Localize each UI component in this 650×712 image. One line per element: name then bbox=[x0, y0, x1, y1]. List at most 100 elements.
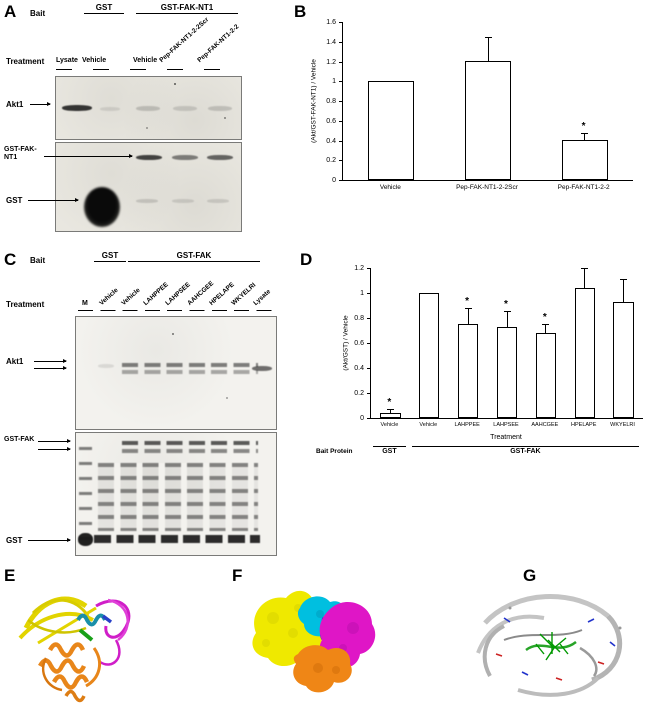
band-label-gst-fak: GST-FAK bbox=[4, 436, 35, 443]
error-bar bbox=[581, 132, 589, 140]
significance-asterisk: * bbox=[504, 298, 508, 310]
bar-Pep-FAK-NT1-2-2Scr bbox=[465, 60, 511, 180]
error-bar-cap bbox=[542, 324, 550, 326]
protein-band bbox=[100, 107, 120, 111]
band-label-akt1: Akt1 bbox=[6, 100, 24, 109]
protein-band bbox=[252, 366, 272, 371]
y-tick-label: 0.4 bbox=[326, 137, 336, 145]
arrow-right-icon bbox=[28, 537, 71, 542]
gray-ribbons bbox=[476, 594, 623, 697]
y-tick: 0 bbox=[360, 415, 371, 422]
bait-group-gst: GST bbox=[94, 251, 126, 262]
error-bar bbox=[484, 36, 492, 61]
y-tick: 0.4 bbox=[354, 365, 371, 372]
arrow-right-icon bbox=[34, 358, 67, 363]
x-tick-label: Pep-FAK-NT1-2-2 bbox=[557, 184, 610, 191]
gst-protein-blob bbox=[84, 187, 120, 227]
blue-segment bbox=[101, 614, 113, 624]
protein-band bbox=[172, 199, 194, 203]
x-tick-label: HPELAPE bbox=[571, 422, 597, 428]
plot-area: 0 0.2 0.4 0.6 0.8 1 1.2 1.4 1.6 * bbox=[326, 19, 633, 184]
error-bar bbox=[503, 310, 511, 327]
blot-gst-fak-panelC bbox=[75, 432, 277, 556]
protein-band-row bbox=[122, 441, 258, 445]
marker-ladder bbox=[79, 447, 92, 543]
y-tick-label: 0 bbox=[360, 415, 364, 422]
blot-akt1-panelA bbox=[55, 76, 242, 140]
x-tick-label: LAHPPEE bbox=[454, 422, 480, 428]
green-peptide-segment bbox=[78, 628, 94, 642]
significance-asterisk: * bbox=[387, 397, 392, 409]
x-tick-label: Vehicle bbox=[379, 184, 401, 191]
gst-band-row bbox=[94, 535, 260, 543]
y-tick: 0.6 bbox=[354, 340, 371, 347]
bait-group-gst-fak-nt1: GST-FAK-NT1 bbox=[136, 3, 238, 14]
protein-band-row bbox=[122, 449, 258, 453]
panel-letter-A: A bbox=[4, 2, 17, 21]
lane-label: Lysate bbox=[252, 288, 273, 307]
band-label-gst: GST bbox=[6, 196, 23, 205]
bait-label: Bait bbox=[30, 256, 46, 265]
protein-band bbox=[207, 155, 233, 160]
band-label-gst: GST bbox=[6, 536, 23, 545]
x-tick-labels: Vehicle Pep-FAK-NT1-2-2Scr Pep-FAK-NT1-2-2 bbox=[342, 184, 632, 198]
error-bar-cap bbox=[484, 36, 492, 38]
speckle-dot bbox=[146, 127, 148, 129]
structure-binding-site-G bbox=[476, 594, 623, 697]
x-tick-label: Pep-FAK-NT1-2-2Scr bbox=[456, 184, 518, 191]
bar-LAHPSEE bbox=[496, 326, 518, 418]
x-tick-label: WKYELRI bbox=[610, 422, 635, 428]
y-tick-label: 0.4 bbox=[354, 365, 364, 372]
x-axis-title: Treatment bbox=[490, 434, 522, 441]
plot-area: 0 0.2 0.4 0.6 0.8 1 1.2 * * * * bbox=[354, 265, 643, 422]
error-bar bbox=[620, 279, 628, 302]
significance-asterisk: * bbox=[465, 296, 470, 307]
speckle-dot bbox=[174, 83, 176, 85]
protein-band bbox=[207, 199, 229, 203]
panel-letter-C: C bbox=[4, 250, 17, 269]
y-tick-label: 0.2 bbox=[354, 390, 364, 397]
blot-akt1-panelC bbox=[75, 316, 277, 430]
speckle-dot bbox=[618, 626, 622, 630]
protein-band bbox=[172, 155, 198, 160]
lane-label: Vehicle bbox=[82, 57, 107, 64]
arrow-right-icon bbox=[38, 446, 71, 451]
bar-WKYELRI bbox=[613, 301, 634, 418]
panel-letter-G: G bbox=[523, 566, 537, 585]
error-bar-cap bbox=[464, 308, 472, 309]
bait-group-row: GST GST-FAK bbox=[370, 446, 642, 460]
protein-band bbox=[62, 105, 92, 111]
significance-asterisk: * bbox=[581, 120, 586, 132]
band-label-akt1: Akt1 bbox=[6, 357, 24, 366]
bar-HPELAPE bbox=[574, 288, 595, 418]
protein-band-row bbox=[122, 370, 258, 374]
speckle-dot bbox=[224, 117, 226, 119]
arrow-right-icon bbox=[28, 197, 79, 202]
treatment-label: Treatment bbox=[6, 300, 45, 309]
structure-ribbon-diagram-E bbox=[18, 596, 131, 703]
y-tick: 1 bbox=[332, 78, 343, 85]
y-tick: 0.8 bbox=[354, 315, 371, 322]
y-tick: 1.2 bbox=[354, 265, 371, 272]
y-tick-label: 0.8 bbox=[354, 315, 364, 322]
y-tick-label: 1.2 bbox=[326, 58, 336, 66]
band-label-gst-fak-nt1: GST-FAK-NT1 bbox=[4, 146, 37, 162]
x-tick-labels: Vehicle Vehicle LAHPPEE LAHPSEE AAHCGEE HPELA… bbox=[370, 422, 642, 432]
lane-underline-ticks bbox=[78, 310, 274, 311]
magenta-domain-ribbons bbox=[95, 598, 131, 666]
lane-label: Pep-FAK-NT1-2-2 bbox=[196, 23, 241, 65]
error-bar bbox=[542, 324, 550, 333]
bait-label: Bait bbox=[30, 9, 46, 18]
bait-protein-row-label: Bait Protein bbox=[316, 448, 353, 455]
cyan-helix bbox=[76, 613, 107, 627]
lane-label: Vehicle bbox=[98, 286, 120, 307]
y-axis-label: (Akt/GST-FAK-NT1) / Vehicle bbox=[310, 59, 318, 143]
error-bar bbox=[386, 409, 394, 413]
x-tick-label: AAHCGEE bbox=[531, 422, 559, 428]
y-tick-label: 0.6 bbox=[326, 117, 336, 125]
protein-band bbox=[78, 533, 93, 546]
error-bar-cap bbox=[581, 132, 589, 134]
error-bar-cap bbox=[503, 310, 511, 312]
panel-letter-B: B bbox=[294, 2, 307, 21]
y-tick: 1.2 bbox=[326, 59, 343, 66]
